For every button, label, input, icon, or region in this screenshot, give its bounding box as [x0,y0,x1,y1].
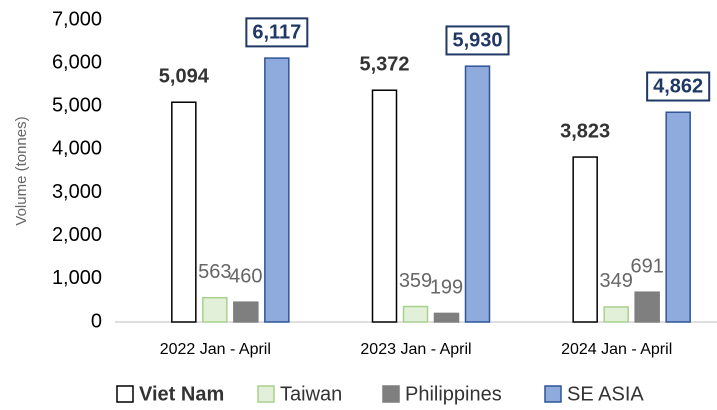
y-axis-label: Volume (tonnes) [13,116,30,225]
y-tick-label: 2,000 [52,224,102,246]
legend-swatch [116,385,134,403]
y-tick-label: 5,000 [52,95,102,117]
legend-label: SE ASIA [567,383,644,405]
x-tick-label: 2023 Jan - April [360,341,471,358]
bar [264,57,290,323]
y-tick-label: 7,000 [52,8,102,30]
y-tick-label: 0 [91,310,102,332]
y-tick-label: 6,000 [52,51,102,73]
bar [603,306,629,323]
bar [171,101,197,323]
x-tick-label: 2024 Jan - April [561,341,672,358]
bar [402,305,429,323]
value-label: 460 [229,265,262,287]
value-label: 5,930 [452,29,502,51]
legend-label: Viet Nam [139,383,224,405]
legend-label: Philippines [405,383,502,405]
bar [233,301,259,323]
legend-swatch [257,385,275,403]
value-label: 6,117 [252,21,301,43]
value-label-box [245,17,309,48]
bar [371,89,398,323]
value-label: 199 [430,277,463,299]
x-tick-label: 2022 Jan - April [160,341,271,358]
value-label: 3,823 [560,120,610,142]
value-label: 359 [399,270,432,292]
bar [572,156,598,323]
legend-swatch [382,385,400,403]
y-tick-label: 3,000 [52,181,102,203]
value-label: 5,094 [159,66,210,88]
legend-label: Taiwan [280,383,342,405]
bar [433,312,460,323]
value-label: 5,372 [359,54,409,76]
value-label-box [445,25,510,56]
value-label-box [646,71,711,102]
bar [202,296,228,323]
legend-swatch [544,385,562,403]
y-tick-label: 4,000 [52,138,102,160]
value-label: 349 [599,270,632,292]
value-label: 563 [198,261,231,283]
value-label: 4,862 [653,76,703,98]
value-label: 691 [630,255,663,277]
bar [464,65,491,323]
bar [634,291,660,323]
bar [665,111,691,323]
y-tick-label: 1,000 [52,267,102,289]
